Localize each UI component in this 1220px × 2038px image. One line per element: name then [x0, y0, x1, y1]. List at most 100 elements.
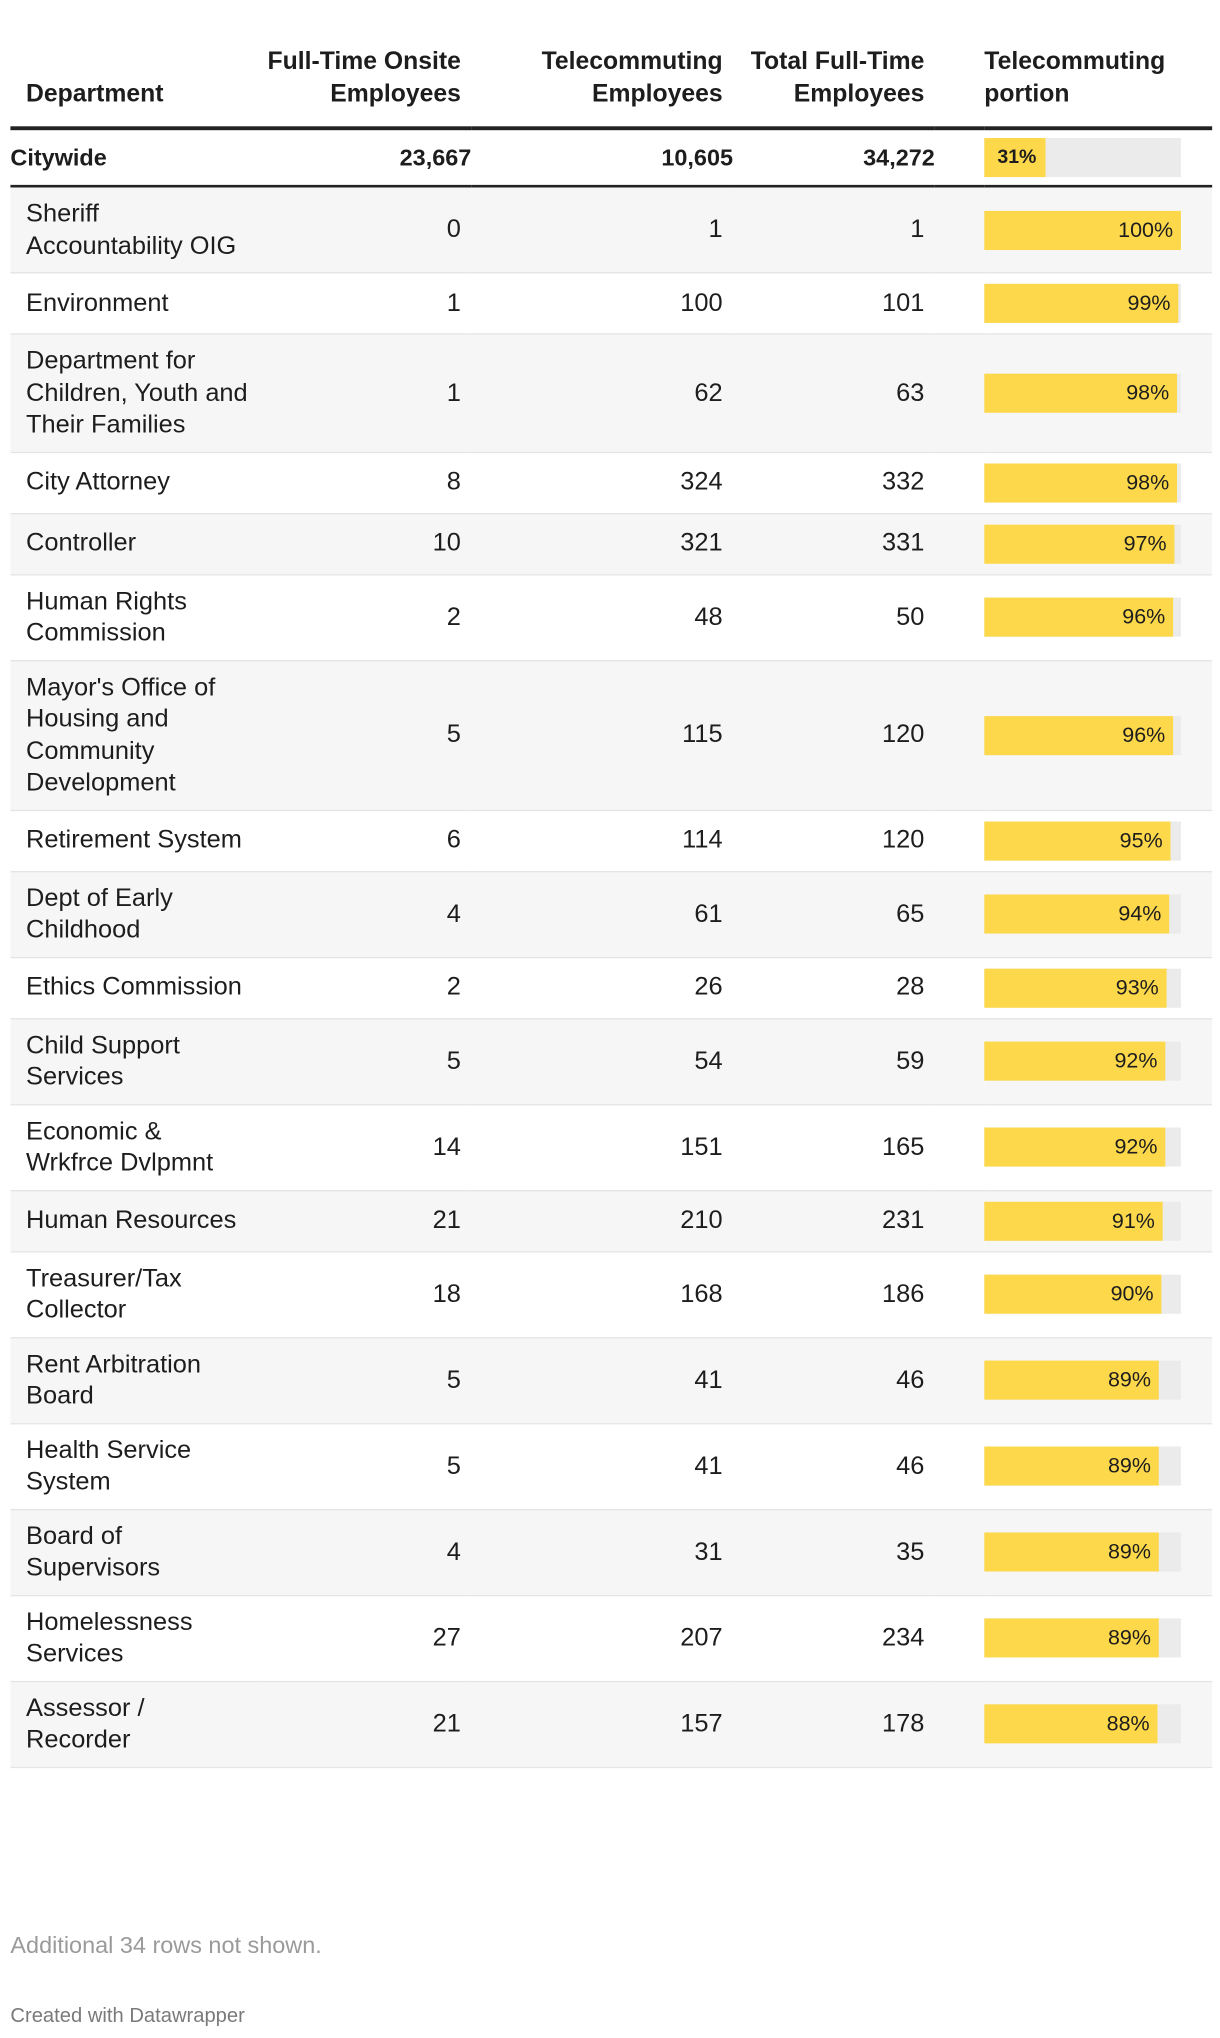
telecommuting-cell: 321: [471, 512, 734, 575]
portion-bar-track: 91%: [984, 1201, 1181, 1241]
telecommuting-cell: 100: [471, 272, 734, 335]
portion-bar-track: 89%: [984, 1446, 1181, 1486]
portion-bar: [984, 138, 1046, 178]
portion-cell: 91%: [984, 1190, 1213, 1252]
department-cell: Ethics Commission: [10, 956, 264, 1019]
portion-bar-track: 92%: [984, 1127, 1181, 1167]
portion-bar: [984, 210, 1181, 250]
table-row: Economic & Wrkfrce Dvlpmnt 14 151 165 92%: [10, 1104, 1213, 1191]
portion-bar-track: 90%: [984, 1274, 1181, 1314]
portion-bar-track: 96%: [984, 715, 1181, 755]
total-cell: 65: [733, 871, 935, 958]
portion-value-label: 90%: [1110, 1282, 1154, 1306]
spacer-cell: [934, 1018, 985, 1105]
portion-cell: 92%: [984, 1018, 1213, 1105]
portion-bar: [984, 1618, 1159, 1658]
onsite-cell: 5: [263, 660, 472, 811]
portion-value-label: 92%: [1114, 1049, 1158, 1073]
portion-value-label: 98%: [1126, 470, 1170, 495]
column-header-portion[interactable]: Telecommuting portion: [984, 39, 1213, 131]
portion-bar: [984, 462, 1178, 502]
portion-bar: [984, 1201, 1163, 1241]
rows-not-shown-note: Additional 34 rows not shown.: [10, 1932, 322, 1959]
column-header-telecommuting[interactable]: Telecommuting Employees: [471, 39, 734, 131]
total-cell: 50: [733, 574, 935, 661]
onsite-cell: 1: [263, 272, 472, 335]
portion-value-label: 97%: [1123, 531, 1167, 556]
telecommuting-cell: 41: [471, 1423, 734, 1510]
total-cell: 63: [733, 333, 935, 453]
portion-bar-track: 92%: [984, 1041, 1181, 1081]
total-cell: 46: [733, 1337, 935, 1424]
total-cell: 34,272: [733, 128, 935, 188]
portion-bar: [984, 1446, 1159, 1486]
portion-bar-track: 98%: [984, 373, 1181, 413]
portion-value-label: 31%: [997, 145, 1037, 168]
column-header-department[interactable]: Department: [10, 39, 264, 131]
telecommuting-cell: 115: [471, 660, 734, 811]
total-cell: 120: [733, 809, 935, 872]
portion-cell: 95%: [984, 809, 1213, 872]
portion-bar-track: 89%: [984, 1360, 1181, 1400]
portion-cell: 93%: [984, 956, 1213, 1019]
telecommuting-cell: 114: [471, 809, 734, 872]
onsite-cell: 5: [263, 1423, 472, 1510]
department-cell: Economic & Wrkfrce Dvlpmnt: [10, 1104, 264, 1191]
telecommuting-cell: 61: [471, 871, 734, 958]
portion-cell: 89%: [984, 1337, 1213, 1424]
portion-cell: 99%: [984, 272, 1213, 335]
portion-bar: [984, 1532, 1159, 1572]
spacer-cell: [934, 512, 985, 575]
portion-bar: [984, 968, 1167, 1008]
onsite-cell: 4: [263, 1509, 472, 1596]
portion-bar: [984, 1704, 1158, 1744]
portion-bar: [984, 597, 1174, 637]
telecommuting-cell: 41: [471, 1337, 734, 1424]
department-cell: Dept of Early Childhood: [10, 871, 264, 958]
onsite-cell: 27: [263, 1594, 472, 1682]
spacer-cell: [934, 451, 985, 514]
department-cell: Board of Supervisors: [10, 1509, 264, 1596]
department-cell: Homelessness Services: [10, 1594, 264, 1682]
onsite-cell: 0: [263, 186, 472, 274]
table-row: Dept of Early Childhood 4 61 65 94%: [10, 871, 1213, 958]
total-cell: 165: [733, 1104, 935, 1191]
spacer-cell: [934, 1190, 985, 1252]
portion-bar: [984, 1041, 1166, 1081]
portion-bar: [984, 1360, 1159, 1400]
onsite-cell: 21: [263, 1680, 472, 1768]
datawrapper-credit: Created with Datawrapper: [10, 2005, 245, 2028]
department-cell: Environment: [10, 272, 264, 335]
department-cell: Rent Arbitration Board: [10, 1337, 264, 1424]
portion-bar-track: 93%: [984, 968, 1181, 1008]
department-cell: City Attorney: [10, 451, 264, 514]
portion-bar-track: 95%: [984, 820, 1181, 860]
department-cell: Assessor / Recorder: [10, 1680, 264, 1768]
onsite-cell: 23,667: [263, 128, 472, 188]
spacer-cell: [934, 1104, 985, 1191]
portion-bar-track: 96%: [984, 597, 1181, 637]
portion-bar-track: 99%: [984, 283, 1181, 323]
header-row: Department Full-Time Onsite Employees Te…: [10, 39, 1213, 131]
portion-cell: 89%: [984, 1423, 1213, 1510]
table-row: Controller 10 321 331 97%: [10, 512, 1213, 575]
total-cell: 59: [733, 1018, 935, 1105]
table-row: Sheriff Accountability OIG 0 1 1 100%: [10, 186, 1213, 274]
total-cell: 186: [733, 1251, 935, 1338]
column-header-onsite[interactable]: Full-Time Onsite Employees: [263, 39, 472, 131]
portion-value-label: 96%: [1122, 605, 1166, 629]
column-header-total[interactable]: Total Full-Time Employees: [733, 39, 935, 131]
column-header-spacer: [934, 39, 985, 131]
department-cell: Human Rights Commission: [10, 574, 264, 661]
portion-value-label: 93%: [1115, 975, 1159, 1000]
portion-bar: [984, 715, 1174, 755]
portion-value-label: 91%: [1111, 1208, 1155, 1233]
total-cell: 28: [733, 956, 935, 1019]
spacer-cell: [934, 1680, 985, 1768]
portion-cell: 98%: [984, 333, 1213, 453]
portion-bar-track: 97%: [984, 524, 1181, 564]
table-row: Human Rights Commission 2 48 50 96%: [10, 574, 1213, 661]
portion-bar: [984, 820, 1171, 860]
telecommuting-cell: 31: [471, 1509, 734, 1596]
spacer-cell: [934, 956, 985, 1019]
